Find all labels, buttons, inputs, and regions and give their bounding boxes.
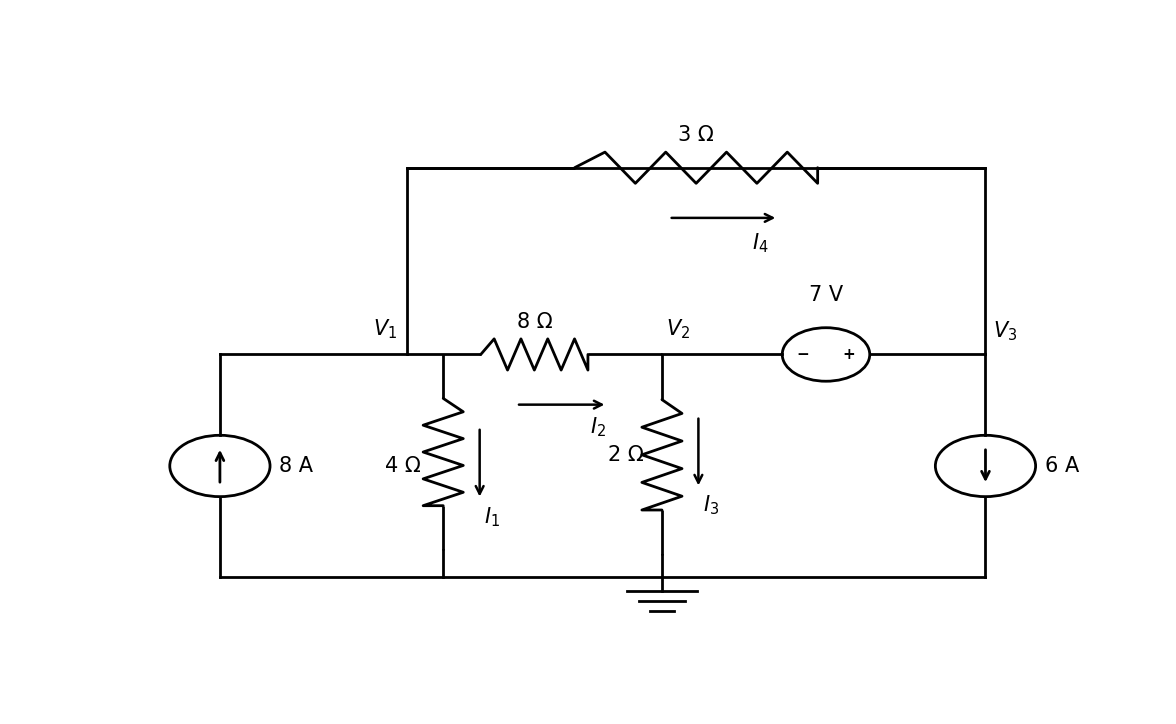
Text: $I_2$: $I_2$ <box>590 416 606 439</box>
Text: $I_4$: $I_4$ <box>751 232 768 256</box>
Text: 3 Ω: 3 Ω <box>679 125 714 146</box>
Text: $I_3$: $I_3$ <box>703 494 720 518</box>
Text: $I_1$: $I_1$ <box>485 505 500 529</box>
Text: 7 V: 7 V <box>809 285 843 306</box>
Text: +: + <box>842 347 855 362</box>
Text: $V_1$: $V_1$ <box>374 317 397 340</box>
Text: 6 A: 6 A <box>1044 456 1078 476</box>
Text: 8 Ω: 8 Ω <box>516 312 553 332</box>
Text: $V_2$: $V_2$ <box>667 317 690 340</box>
Text: 8 A: 8 A <box>279 456 313 476</box>
Text: 4 Ω: 4 Ω <box>385 456 421 476</box>
Text: $V_3$: $V_3$ <box>993 320 1017 343</box>
Text: 2 Ω: 2 Ω <box>608 445 643 465</box>
Text: −: − <box>797 347 809 362</box>
